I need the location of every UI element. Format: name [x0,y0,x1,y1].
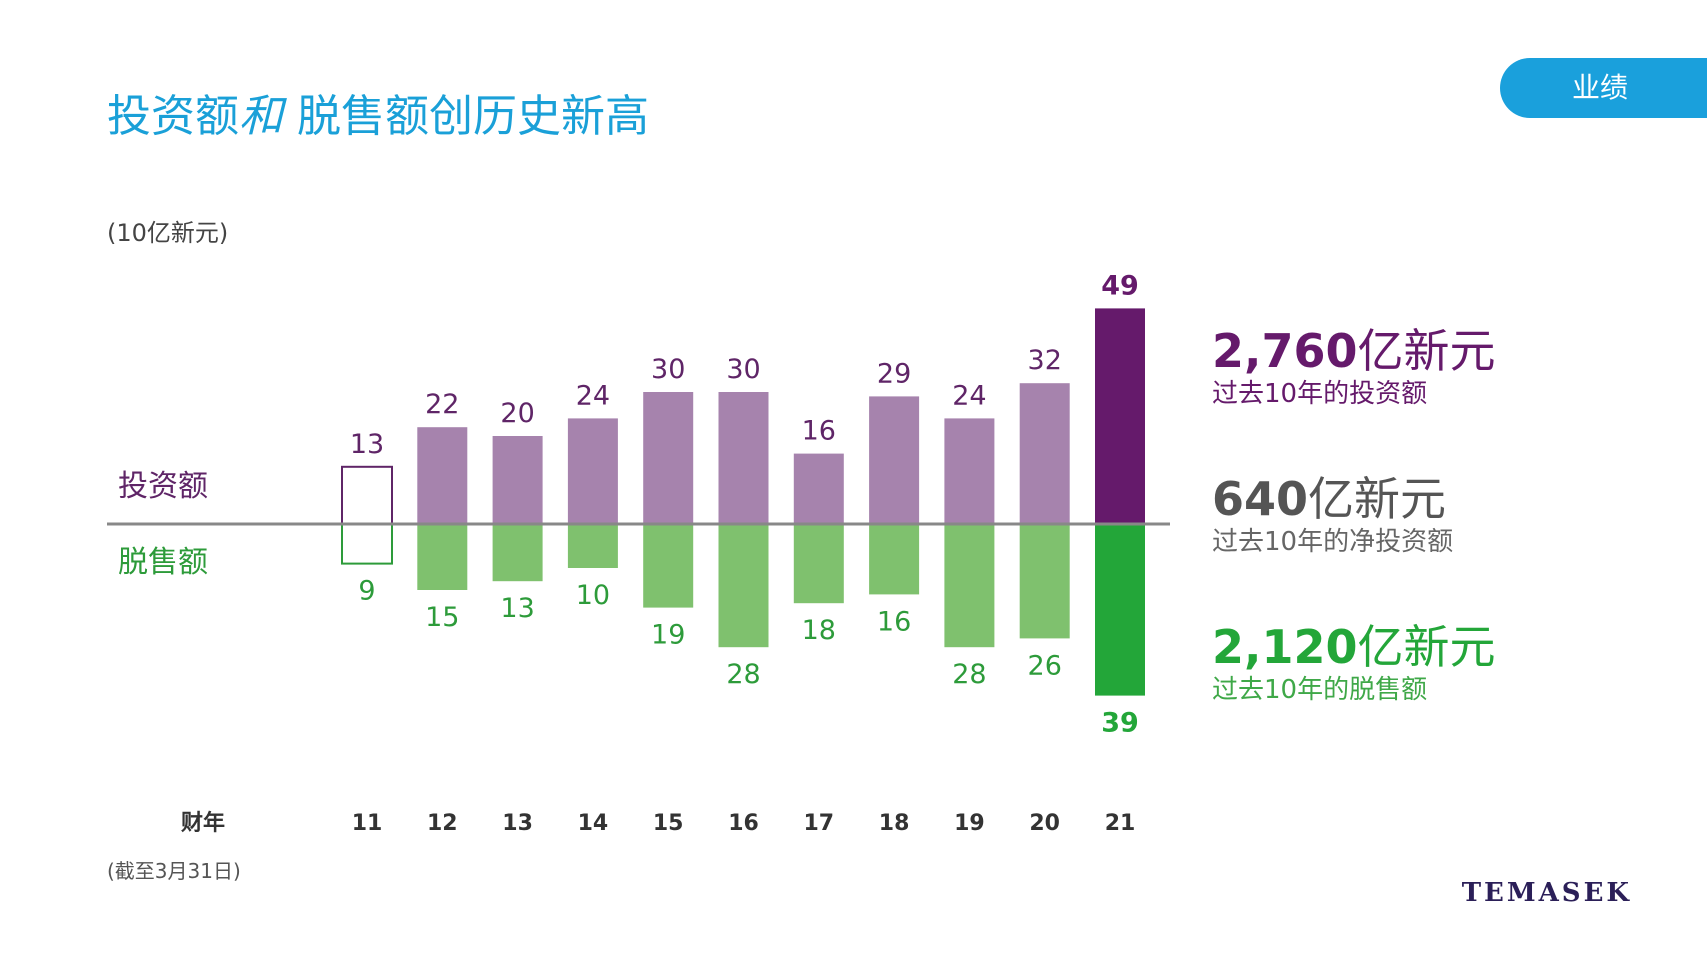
x-tick-15: 15 [653,811,684,836]
investment-bar-13 [492,436,543,524]
summary-divestment-suffix: 亿新元 [1357,620,1496,674]
x-tick-16: 16 [728,811,759,836]
x-tick-14: 14 [578,811,609,836]
divestment-bar-14 [567,524,618,568]
summary-divestment: 2,120亿新元 过去10年的脱售额 [1212,620,1496,706]
divestment-value-12: 15 [425,602,459,633]
summary-investment-suffix: 亿新元 [1357,324,1496,378]
investment-value-19: 24 [952,380,986,411]
investment-value-16: 30 [726,354,760,385]
x-tick-17: 17 [803,811,834,836]
x-tick-20: 20 [1029,811,1060,836]
x-tick-21: 21 [1105,811,1136,836]
divestment-bar-17 [793,524,844,604]
investment-bar-20 [1019,383,1070,524]
summary-net-investment: 640亿新元 过去10年的净投资额 [1212,472,1453,558]
temasek-logo: TEMASEK [1461,878,1632,908]
divestment-value-16: 28 [726,659,760,690]
unit-label: (10亿新元) [107,219,229,247]
divestment-value-14: 10 [576,580,610,611]
x-axis-label: 财年 [181,810,225,836]
investment-value-14: 24 [576,380,610,411]
divestment-value-21: 39 [1101,708,1139,739]
investment-bar-16 [718,392,769,524]
investment-bar-14 [567,418,618,524]
divestment-bar-13 [492,524,543,582]
investment-bar-17 [793,453,844,524]
divestment-value-11: 9 [358,576,375,607]
divestment-value-19: 28 [952,659,986,690]
divestment-bar-12 [417,524,468,590]
divestment-bar-19 [944,524,995,648]
investment-value-13: 20 [500,398,534,429]
x-tick-12: 12 [427,811,458,836]
summary-investment: 2,760亿新元 过去10年的投资额 [1212,324,1496,410]
summary-net-value: 640 [1212,472,1309,526]
divestment-value-20: 26 [1028,650,1062,681]
investment-bar-19 [944,418,995,524]
x-tick-19: 19 [954,811,985,836]
summary-net-caption: 过去10年的净投资额 [1212,527,1454,557]
investment-bar-18 [869,396,920,524]
investment-bar-11 [341,465,393,525]
x-tick-18: 18 [879,811,910,836]
section-tab[interactable]: 业绩 [1500,58,1707,118]
investment-value-20: 32 [1028,345,1062,376]
summary-divestment-value: 2,120 [1212,620,1358,674]
investment-series-label: 投资额 [118,469,208,504]
divestment-bar-15 [643,524,694,608]
investment-value-18: 29 [877,358,911,389]
investment-bar-21 [1095,308,1145,524]
investment-value-21: 49 [1101,270,1139,301]
investment-value-12: 22 [425,389,459,420]
divestment-bar-11 [341,523,393,565]
summary-divestment-caption: 过去10年的脱售额 [1212,675,1428,705]
divestment-bar-21 [1095,524,1145,696]
divestment-bar-20 [1019,524,1070,639]
divestment-bar-18 [869,524,920,595]
divestment-value-13: 13 [500,593,534,624]
summary-investment-caption: 过去10年的投资额 [1212,379,1428,409]
footnote: (截至3月31日) [107,859,241,883]
investment-bar-12 [417,427,468,524]
summary-investment-value: 2,760 [1212,324,1358,378]
investment-value-15: 30 [651,354,685,385]
investment-value-17: 16 [802,416,836,447]
divestment-value-15: 19 [651,620,685,651]
investment-bar-15 [643,392,694,524]
x-tick-11: 11 [352,811,383,836]
summary-net-suffix: 亿新元 [1308,472,1447,526]
divestment-series-label: 脱售额 [118,545,208,580]
x-tick-13: 13 [502,811,533,836]
divestment-bar-16 [718,524,769,648]
divestment-value-17: 18 [802,615,836,646]
divestment-value-18: 16 [877,606,911,637]
investment-value-11: 13 [350,429,384,460]
page-title: 投资额和 脱售额创历史新高 [107,91,649,142]
